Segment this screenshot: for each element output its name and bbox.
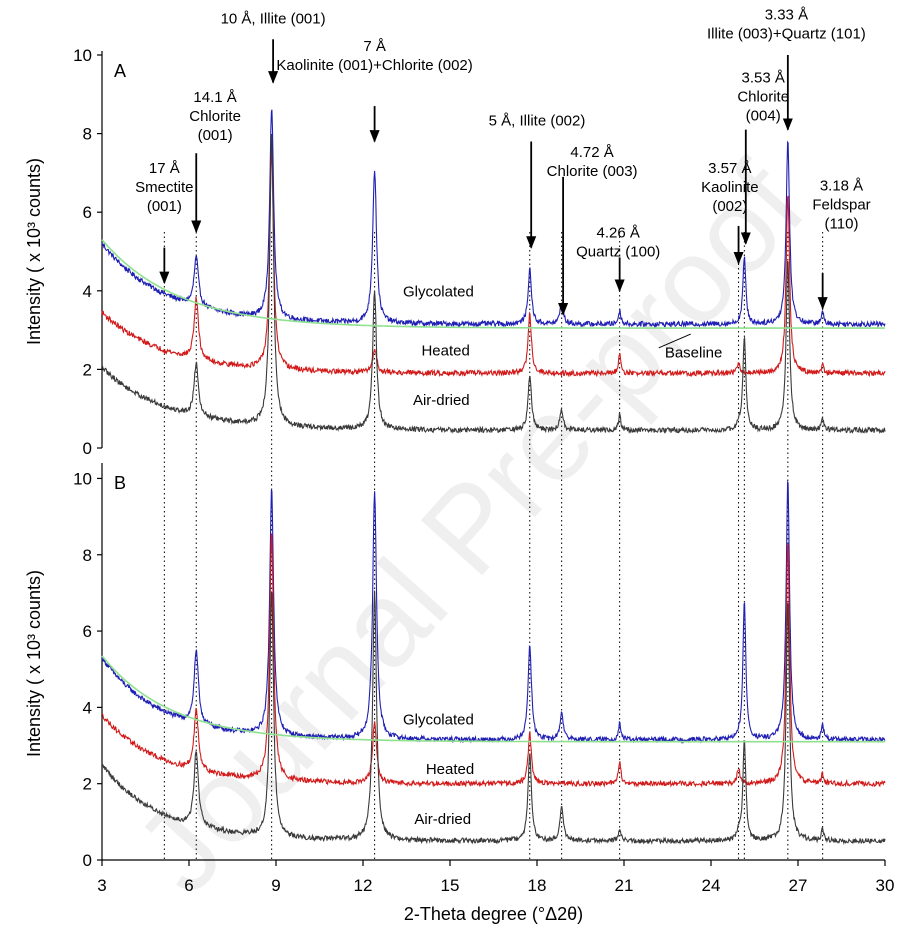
trace-label-air-dried: Air-dried xyxy=(413,392,470,409)
panels: 0 2 4 6 8 10 Intensity ( x 10³ counts) A Glycola… xyxy=(24,7,886,870)
watermark-text: Journal Pre-proof xyxy=(110,138,830,917)
trace-label-glycolated: Glycolated xyxy=(403,712,474,729)
baseline-leader-line xyxy=(658,333,691,349)
y-tick-label: 10 xyxy=(73,469,92,488)
series-group xyxy=(101,480,886,846)
x-tick-label: 24 xyxy=(702,876,721,895)
series-heated xyxy=(101,149,886,378)
y-tick-label: 8 xyxy=(83,546,92,565)
peak-annotation: 3.18 Å Feldspar (110) xyxy=(812,178,871,310)
panel-a: 0 2 4 6 8 10 Intensity ( x 10³ counts) A Glycola… xyxy=(24,7,886,458)
series-air-dried xyxy=(101,133,886,435)
series-baseline xyxy=(101,655,885,743)
y-axis-title: Intensity ( x 10³ counts) xyxy=(24,158,44,345)
y-tick-label: 2 xyxy=(83,775,92,794)
panel-b: 0 2 4 6 8 10 Intensity ( x 10³ counts) B Glycola… xyxy=(24,463,886,870)
peak-annotation: 10 Å, Illite (001) xyxy=(221,11,326,84)
trace-label-baseline: Baseline xyxy=(665,345,723,362)
y-tick-label: 4 xyxy=(83,698,92,717)
peak-annotation-text: 5 Å, Illite (002) xyxy=(489,113,586,130)
y-tick-label: 10 xyxy=(73,46,92,65)
peak-annotation-text: 10 Å, Illite (001) xyxy=(221,11,326,28)
peak-annotation-text: 14.1 Å xyxy=(193,89,236,106)
x-tick-label: 27 xyxy=(789,876,808,895)
series-heated xyxy=(101,533,886,788)
peak-annotation-text: Kaolinite (001)+Chlorite (002) xyxy=(276,57,472,74)
peak-annotation: 3.57 Å Kaolinite (002) xyxy=(701,160,759,265)
panel-letter: A xyxy=(114,61,126,81)
trace-label-glycolated: Glycolated xyxy=(403,284,474,301)
peak-annotation-text: Illite (003)+Quartz (101) xyxy=(707,26,866,43)
peak-annotation: 3.33 Å Illite (003)+Quartz (101) xyxy=(707,7,866,131)
peak-annotation-text: (002) xyxy=(712,198,747,215)
peak-annotation: 5 Å, Illite (002) xyxy=(489,113,586,249)
peak-annotation-text: Smectite xyxy=(135,179,193,196)
peak-annotation-text: 3.33 Å xyxy=(765,7,808,24)
peak-annotation-text: 17 Å xyxy=(149,160,180,177)
trace-label-heated: Heated xyxy=(426,761,474,778)
series-baseline xyxy=(101,239,885,329)
peak-annotation-text: 3.53 Å xyxy=(742,70,785,87)
x-tick-label: 15 xyxy=(441,876,460,895)
x-axis: 3 6 9 12 15 18 21 24 27 30 xyxy=(97,859,895,895)
peak-annotation-text: Kaolinite xyxy=(701,179,759,196)
series-glycolated xyxy=(101,109,886,329)
peak-annotation-text: 4.26 Å xyxy=(597,225,640,242)
x-tick-label: 12 xyxy=(354,876,373,895)
y-tick-label: 6 xyxy=(83,622,92,641)
trace-label-air-dried: Air-dried xyxy=(414,811,471,828)
x-tick-label: 18 xyxy=(528,876,547,895)
series-air-dried xyxy=(101,590,886,846)
peak-annotation-text: (110) xyxy=(825,216,859,233)
y-tick-label: 8 xyxy=(83,125,92,144)
peak-annotation: 4.26 Å Quartz (100) xyxy=(576,225,660,293)
y-axis-title: Intensity ( x 10³ counts) xyxy=(24,570,44,757)
y-tick-label: 6 xyxy=(83,203,92,222)
y-tick-label: 2 xyxy=(83,360,92,379)
peak-annotation-text: 7 Å xyxy=(363,38,386,55)
x-tick-label: 3 xyxy=(97,876,106,895)
peak-annotation-text: (004) xyxy=(746,108,781,125)
peak-annotation-text: 4.72 Å xyxy=(570,144,613,161)
peak-annotation-text: Quartz (100) xyxy=(576,244,660,261)
y-tick-label: 0 xyxy=(83,851,92,870)
panel-letter: B xyxy=(114,473,126,493)
peak-annotation: 4.72 Å Chlorite (003) xyxy=(547,144,638,316)
series-group xyxy=(101,109,886,435)
peak-annotation-text: Chlorite xyxy=(189,108,241,125)
peak-annotation: 14.1 Å Chlorite (001) xyxy=(189,89,241,234)
peak-annotation: 17 Å Smectite (001) xyxy=(135,160,194,285)
x-tick-label: 30 xyxy=(876,876,895,895)
x-axis-title: 2-Theta degree (°Δ2θ) xyxy=(404,904,583,924)
x-tick-label: 9 xyxy=(271,876,280,895)
peak-annotation-text: (001) xyxy=(198,127,233,144)
peak-annotation-text: Chlorite xyxy=(737,89,789,106)
peak-annotation-text: 3.57 Å xyxy=(708,160,751,177)
peak-annotation-text: Feldspar xyxy=(812,197,870,214)
peak-annotation-text: (001) xyxy=(147,198,182,215)
y-tick-label: 0 xyxy=(83,439,92,458)
peak-annotation: 3.53 Å Chlorite (004) xyxy=(737,70,789,245)
x-tick-label: 21 xyxy=(615,876,634,895)
watermark: Journal Pre-proof xyxy=(110,138,830,917)
x-tick-label: 6 xyxy=(184,876,193,895)
peak-annotation: 7 Å Kaolinite (001)+Chlorite (002) xyxy=(276,38,473,143)
y-tick-label: 4 xyxy=(83,282,92,301)
peak-annotation-text: Chlorite (003) xyxy=(547,163,638,180)
trace-label-heated: Heated xyxy=(421,343,469,360)
peak-annotation-text: 3.18 Å xyxy=(820,178,863,195)
